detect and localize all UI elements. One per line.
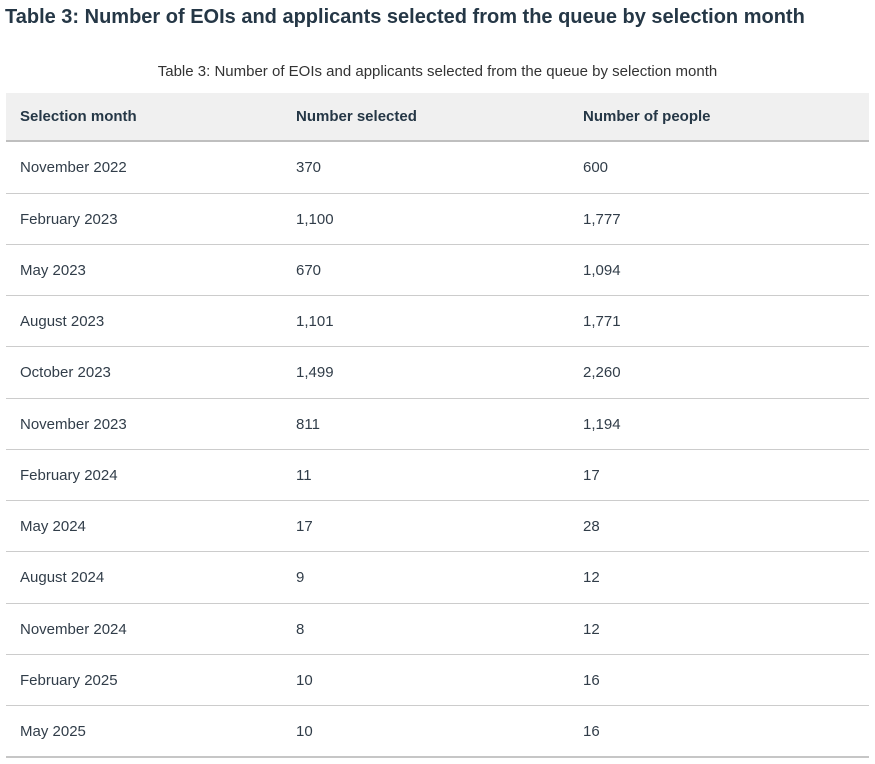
cell-month: May 2023: [6, 244, 282, 297]
cell-selected: 8: [282, 603, 569, 655]
cell-people: 16: [569, 654, 869, 707]
cell-selected: 370: [282, 141, 569, 194]
table-row: August 2024 9 12: [6, 551, 869, 604]
cell-month: October 2023: [6, 346, 282, 399]
cell-people: 600: [569, 141, 869, 194]
cell-month: November 2023: [6, 398, 282, 450]
cell-selected: 1,101: [282, 295, 569, 348]
cell-month: February 2023: [6, 193, 282, 245]
table-body: November 2022 370 600 February 2023 1,10…: [6, 141, 869, 759]
table-row: November 2022 370 600: [6, 141, 869, 194]
cell-people: 1,094: [569, 244, 869, 297]
header-row: Selection month Number selected Number o…: [6, 93, 869, 143]
cell-people: 1,194: [569, 398, 869, 450]
cell-month: May 2025: [6, 705, 282, 759]
cell-people: 17: [569, 449, 869, 502]
cell-month: August 2024: [6, 551, 282, 604]
cell-selected: 10: [282, 705, 569, 759]
cell-people: 1,771: [569, 295, 869, 348]
cell-selected: 9: [282, 551, 569, 604]
table-header: Selection month Number selected Number o…: [6, 93, 869, 143]
table-row: February 2023 1,100 1,777: [6, 193, 869, 245]
table-row: August 2023 1,101 1,771: [6, 295, 869, 348]
table-row: May 2025 10 16: [6, 705, 869, 759]
data-table: Table 3: Number of EOIs and applicants s…: [6, 63, 869, 759]
column-header-selection-month: Selection month: [6, 93, 282, 143]
table-row: November 2024 8 12: [6, 603, 869, 655]
cell-month: November 2022: [6, 141, 282, 194]
cell-people: 12: [569, 603, 869, 655]
cell-people: 28: [569, 500, 869, 553]
table-caption: Table 3: Number of EOIs and applicants s…: [157, 63, 718, 80]
cell-month: August 2023: [6, 295, 282, 348]
data-table-container: Table 3: Number of EOIs and applicants s…: [6, 63, 869, 759]
cell-selected: 17: [282, 500, 569, 553]
cell-month: May 2024: [6, 500, 282, 553]
table-row: October 2023 1,499 2,260: [6, 346, 869, 399]
cell-selected: 1,100: [282, 193, 569, 245]
cell-month: November 2024: [6, 603, 282, 655]
column-header-number-selected: Number selected: [282, 93, 569, 143]
cell-people: 1,777: [569, 193, 869, 245]
cell-selected: 11: [282, 449, 569, 502]
cell-selected: 670: [282, 244, 569, 297]
table-row: May 2024 17 28: [6, 500, 869, 553]
column-header-number-of-people: Number of people: [569, 93, 869, 143]
cell-month: February 2025: [6, 654, 282, 707]
table-row: November 2023 811 1,194: [6, 398, 869, 450]
page-title: Table 3: Number of EOIs and applicants s…: [5, 6, 805, 28]
cell-selected: 10: [282, 654, 569, 707]
cell-people: 2,260: [569, 346, 869, 399]
table-row: February 2025 10 16: [6, 654, 869, 707]
table-row: May 2023 670 1,094: [6, 244, 869, 297]
cell-people: 16: [569, 705, 869, 759]
cell-people: 12: [569, 551, 869, 604]
cell-month: February 2024: [6, 449, 282, 502]
cell-selected: 1,499: [282, 346, 569, 399]
cell-selected: 811: [282, 398, 569, 450]
table-row: February 2024 11 17: [6, 449, 869, 502]
